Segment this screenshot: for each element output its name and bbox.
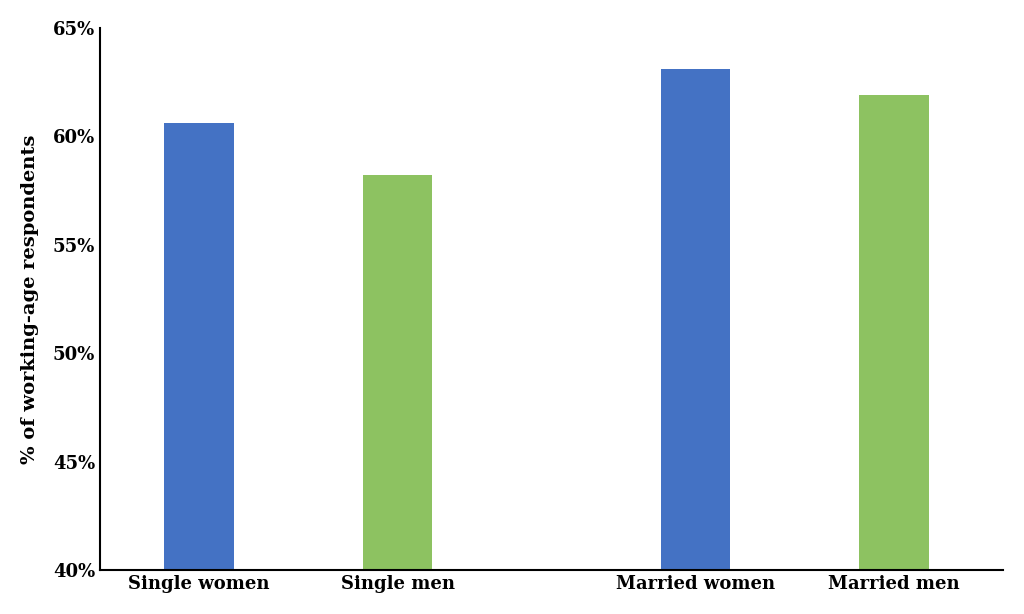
Bar: [660, 69, 730, 614]
Bar: [859, 95, 929, 614]
Bar: [362, 176, 432, 614]
Y-axis label: % of working-age respondents: % of working-age respondents: [20, 134, 39, 464]
Bar: [165, 123, 233, 614]
